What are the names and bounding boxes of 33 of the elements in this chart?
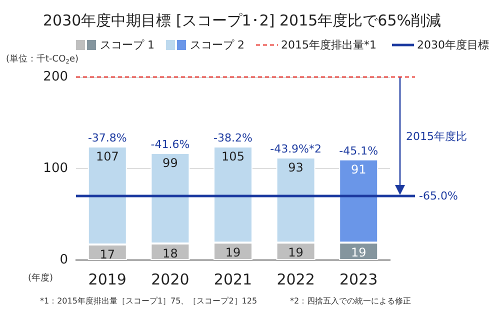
legend-label: スコープ 2 (190, 38, 244, 52)
x-axis-title: (年度) (28, 272, 54, 284)
y-tick-label: 100 (43, 161, 68, 176)
data-label: 99 (162, 156, 178, 170)
annotation: -38.2% (214, 132, 252, 145)
x-tick-label: 2021 (214, 270, 252, 288)
text: -65.0% (419, 189, 458, 202)
text: 2015年度比 (406, 130, 467, 143)
annotation: -45.1% (339, 144, 378, 158)
x-tick-label: 2020 (151, 270, 190, 288)
legend-label: 2015年度排出量*1 (281, 38, 376, 52)
legend-label: 2030年度目標 (417, 38, 489, 52)
annotation: -43.9%*2 (270, 142, 322, 156)
annotation: -41.6% (150, 138, 190, 151)
y-tick-label: 200 (43, 70, 68, 84)
data-label: 18 (162, 246, 178, 261)
data-label: 107 (96, 150, 119, 164)
data-label: 19 (225, 246, 241, 260)
text: *2：四捨五入での統一による修正 (290, 296, 412, 306)
chart-title: 2030年度中期目標 [スコープ1･2] 2015年度比で65%削減 (43, 12, 442, 30)
x-tick-label: 2019 (88, 270, 126, 288)
data-label: 93 (288, 160, 304, 175)
legend-label: スコープ 1 (100, 38, 154, 52)
annotation: -37.8% (88, 132, 127, 145)
x-tick-label: 2023 (340, 270, 378, 288)
data-label: 91 (350, 162, 366, 176)
text: *1：2015年度排出量［スコープ1］75、［スコープ2］125 (40, 296, 258, 306)
y-tick-label: 0 (60, 252, 68, 268)
x-tick-label: 2022 (276, 270, 315, 288)
data-label: 105 (222, 150, 244, 164)
data-label: 17 (100, 247, 116, 262)
data-label: 19 (350, 246, 366, 260)
data-label: 19 (288, 246, 304, 260)
